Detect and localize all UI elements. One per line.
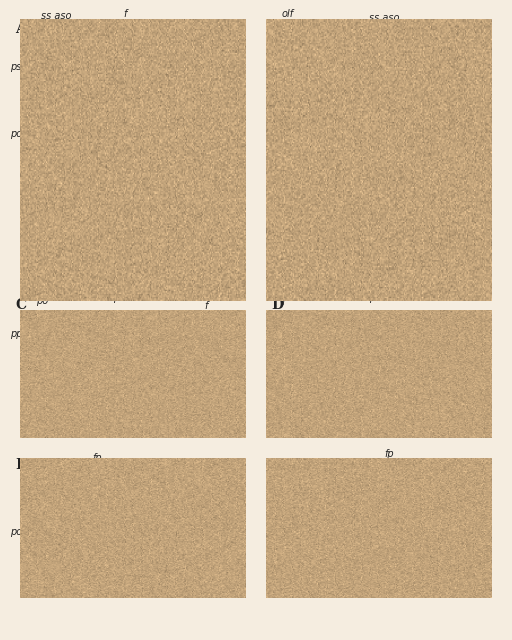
Text: bc: bc (343, 107, 355, 117)
Text: sq: sq (31, 251, 42, 261)
Text: pso: pso (10, 62, 28, 72)
Text: f: f (205, 301, 208, 311)
Text: pso: pso (451, 56, 468, 66)
Text: pp: pp (348, 252, 360, 262)
Text: A: A (15, 22, 26, 36)
Text: olf: olf (282, 9, 294, 19)
Text: ss aso: ss aso (369, 13, 399, 23)
Text: pso: pso (276, 379, 294, 389)
Text: p: p (369, 292, 375, 303)
Text: sq: sq (307, 534, 318, 544)
Text: po: po (36, 296, 48, 306)
Text: fp: fp (92, 452, 102, 463)
Text: E: E (15, 458, 26, 472)
Text: p: p (143, 174, 150, 184)
Text: p: p (113, 292, 119, 303)
Text: pp: pp (358, 542, 371, 552)
Text: B: B (271, 22, 283, 36)
Text: pso: pso (164, 374, 181, 384)
Text: D: D (271, 298, 284, 312)
Text: F: F (271, 458, 281, 472)
Text: po: po (333, 380, 345, 390)
Text: ss aso: ss aso (195, 360, 225, 370)
Text: pp: pp (10, 329, 23, 339)
Text: fp: fp (384, 449, 394, 460)
Text: po: po (10, 527, 23, 538)
Text: pso: pso (61, 536, 79, 546)
Text: po: po (461, 536, 473, 546)
Text: sq: sq (410, 378, 421, 388)
Text: po: po (82, 385, 94, 396)
Text: f: f (282, 297, 285, 307)
Text: po: po (10, 129, 23, 140)
Text: pp: pp (461, 318, 473, 328)
Text: ss aso: ss aso (41, 11, 72, 21)
Text: po: po (451, 110, 463, 120)
Text: C: C (15, 298, 27, 312)
Text: sq: sq (420, 244, 431, 255)
Text: f: f (123, 9, 126, 19)
Text: pp: pp (92, 273, 104, 284)
